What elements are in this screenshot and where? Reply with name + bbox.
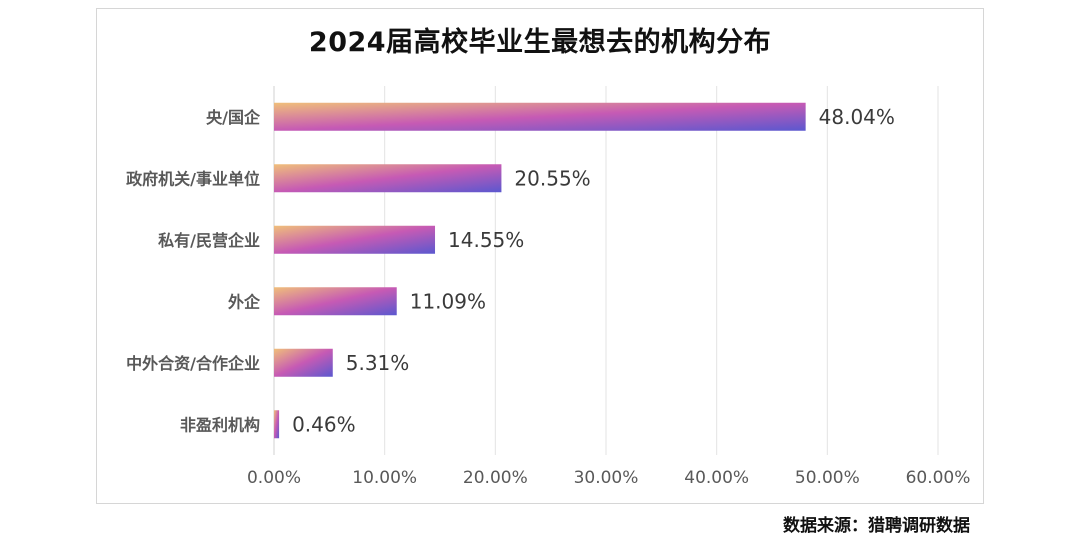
- data-label: 0.46%: [292, 412, 356, 436]
- category-label: 私有/民营企业: [158, 231, 260, 250]
- category-label: 政府机关/事业单位: [126, 169, 260, 188]
- source-note: 数据来源：猎聘调研数据: [783, 516, 970, 536]
- bar: [274, 102, 806, 131]
- data-label: 48.04%: [819, 105, 895, 129]
- x-tick-label: 20.00%: [463, 468, 528, 488]
- data-label: 11.09%: [410, 289, 486, 313]
- category-label: 央/国企: [206, 108, 261, 127]
- chart-frame: [96, 8, 984, 504]
- bar: [274, 287, 397, 316]
- category-label: 非盈利机构: [180, 415, 260, 434]
- data-label: 5.31%: [346, 351, 410, 375]
- labels: 0.00% 10.00% 20.00% 30.00% 40.00% 50.00% 60.00…: [126, 105, 970, 488]
- chart-title: 2024届高校毕业生最想去的机构分布: [308, 27, 772, 58]
- gridlines: [273, 86, 939, 455]
- x-tick-label: 30.00%: [574, 468, 639, 488]
- data-label: 20.55%: [514, 166, 590, 190]
- x-tick-label: 0.00%: [247, 468, 301, 488]
- bar: [274, 348, 333, 377]
- x-tick-label: 40.00%: [684, 468, 749, 488]
- x-tick-label: 50.00%: [795, 468, 860, 488]
- bar: [274, 164, 502, 193]
- category-label: 外企: [227, 292, 261, 311]
- x-tick-label: 10.00%: [352, 468, 417, 488]
- data-label: 14.55%: [448, 228, 524, 252]
- bars: [274, 102, 806, 439]
- category-label: 中外合资/合作企业: [126, 354, 260, 373]
- x-tick-label: 60.00%: [906, 468, 971, 488]
- bar: [274, 410, 280, 439]
- bar: [274, 225, 436, 254]
